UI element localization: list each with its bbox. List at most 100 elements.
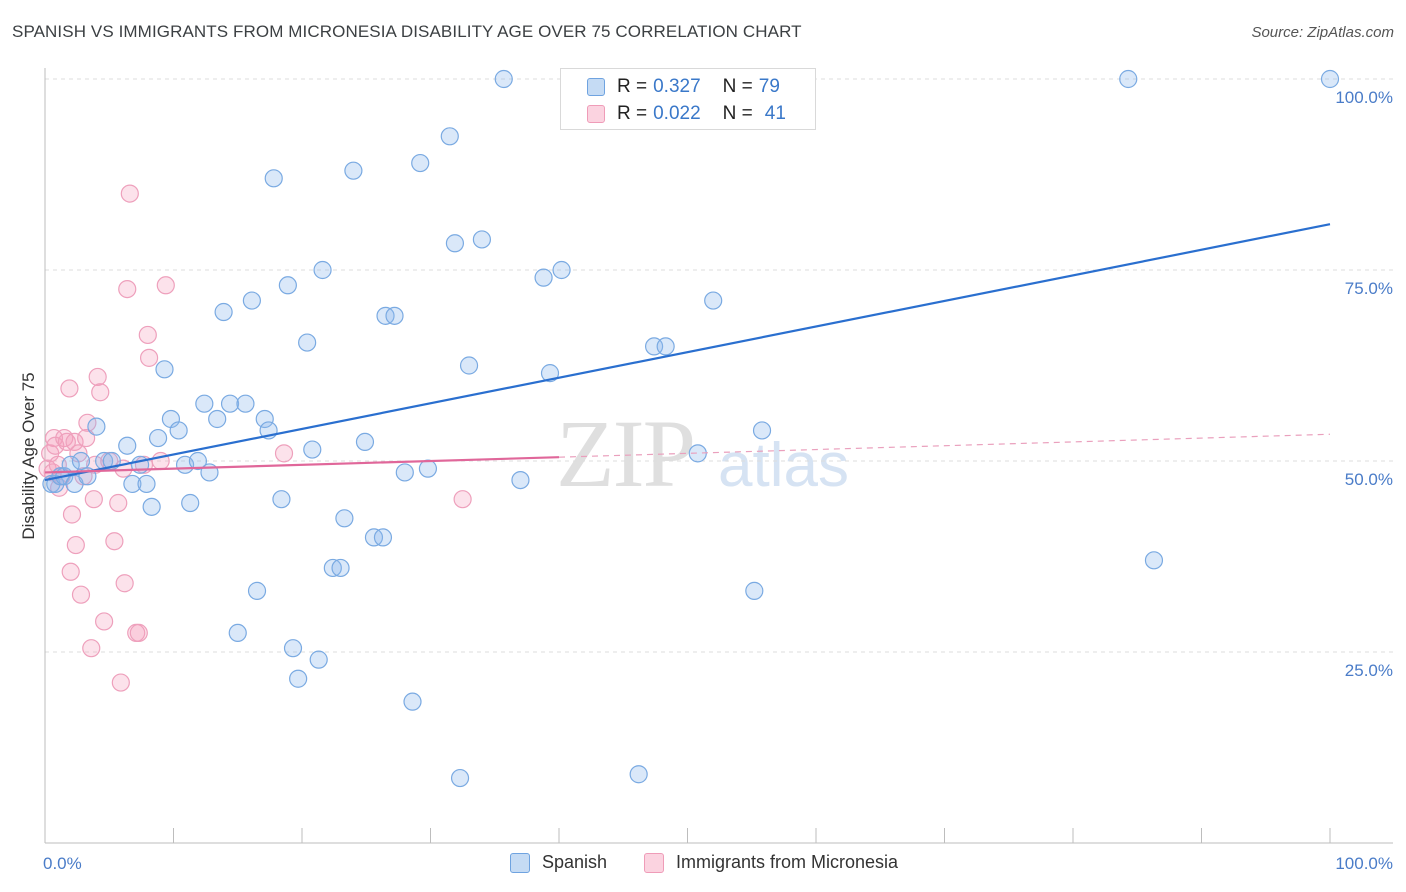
trend-lines <box>44 223 1331 482</box>
micronesia-point <box>120 184 139 203</box>
y-tick-labels: 25.0% 50.0% 75.0% 100.0% <box>1335 88 1393 680</box>
micronesia-point <box>111 673 130 692</box>
spanish-point <box>71 451 91 471</box>
spanish-point <box>208 409 227 429</box>
micronesia-point <box>109 493 128 513</box>
spanish-point <box>540 364 560 383</box>
spanish-point <box>188 451 208 471</box>
spanish-swatch <box>510 852 530 873</box>
spanish-point <box>214 302 233 322</box>
r-value: 0.327 <box>653 76 701 97</box>
spanish-point <box>323 558 342 578</box>
series-legend: Spanish Immigrants from Micronesia <box>0 852 1406 878</box>
legend-item-micronesia[interactable]: Immigrants from Micronesia <box>644 852 898 873</box>
spanish-point <box>403 692 422 711</box>
y-tick-label: 100.0% <box>1335 88 1393 107</box>
y-tick-label: 25.0% <box>1345 661 1393 680</box>
spanish-point <box>552 260 571 280</box>
micronesia-point <box>91 383 110 402</box>
micronesia-swatch <box>587 105 605 123</box>
axes <box>44 68 1393 844</box>
spanish-point <box>181 493 200 513</box>
spanish-point <box>242 291 261 310</box>
spanish-point <box>298 333 317 352</box>
chart-title: SPANISH VS IMMIGRANTS FROM MICRONESIA DI… <box>12 22 802 41</box>
spanish-point <box>511 471 530 490</box>
spanish-points <box>42 69 1340 788</box>
spanish-point <box>255 409 274 429</box>
r-value: 0.022 <box>653 103 701 124</box>
y-axis-title: Disability Age Over 75 <box>19 372 38 539</box>
x-tick-label: 0.0% <box>43 854 82 873</box>
y-tick-label: 75.0% <box>1345 279 1393 298</box>
micronesia-trend-line <box>44 456 560 474</box>
micronesia-point <box>62 505 82 524</box>
spanish-trend-line <box>44 223 1331 482</box>
spanish-point <box>118 436 137 455</box>
spanish-point <box>220 394 240 413</box>
micronesia-point <box>48 455 67 474</box>
legend-label-spanish: Spanish <box>542 852 608 872</box>
spanish-point <box>264 169 283 188</box>
spanish-point <box>331 558 350 578</box>
micronesia-point <box>88 367 107 387</box>
x-tick-label: 100.0% <box>1335 854 1393 873</box>
micronesia-point <box>139 348 159 367</box>
spanish-point <box>450 768 470 788</box>
micronesia-point <box>82 639 101 658</box>
spanish-point <box>123 474 142 494</box>
spanish-point <box>309 650 328 669</box>
spanish-point <box>303 440 322 459</box>
spanish-point <box>61 455 80 474</box>
micronesia-point <box>65 432 84 451</box>
spanish-point <box>344 161 363 180</box>
spanish-point <box>278 276 297 295</box>
legend-row-micronesia: R = 0.022 N = 41 <box>587 101 808 127</box>
spanish-point <box>95 451 114 471</box>
spanish-point <box>459 356 479 375</box>
spanish-point <box>472 230 491 249</box>
spanish-point <box>155 360 174 379</box>
n-label: N = <box>722 103 753 124</box>
spanish-point <box>704 291 723 310</box>
n-value: 79 <box>758 76 780 97</box>
spanish-point <box>148 428 168 448</box>
micronesia-swatch <box>644 852 664 873</box>
micronesia-point <box>274 444 294 463</box>
micronesia-point <box>61 562 80 581</box>
spanish-point <box>395 463 414 482</box>
micronesia-point <box>78 413 97 432</box>
legend-item-spanish[interactable]: Spanish <box>510 852 607 873</box>
spanish-point <box>445 234 465 253</box>
spanish-point <box>373 528 393 547</box>
x-tick-labels: 0.0% 100.0% <box>43 854 1393 873</box>
source-label: Source: ZipAtlas.com <box>1251 24 1394 41</box>
spanish-point <box>629 765 648 784</box>
spanish-swatch <box>587 78 605 96</box>
micronesia-point <box>71 585 91 604</box>
spanish-point <box>283 639 303 658</box>
micronesia-point <box>77 428 96 448</box>
micronesia-point <box>57 432 76 451</box>
spanish-point <box>534 268 553 287</box>
spanish-point <box>418 459 438 478</box>
spanish-point <box>169 421 188 440</box>
r-label: R = <box>617 76 648 97</box>
micronesia-point <box>115 574 134 593</box>
spanish-point <box>1119 69 1138 89</box>
n-value: 41 <box>764 103 786 124</box>
spanish-point <box>355 432 375 451</box>
spanish-point <box>228 623 247 643</box>
spanish-point <box>289 669 308 688</box>
micronesia-point <box>138 325 157 345</box>
spanish-point <box>272 490 291 509</box>
micronesia-point <box>60 379 79 398</box>
spanish-point <box>236 394 255 413</box>
micronesia-trend-extension <box>558 433 1331 458</box>
spanish-point <box>656 337 675 356</box>
spanish-point <box>335 509 354 528</box>
grid-lines <box>45 78 1393 653</box>
micronesia-point <box>129 623 148 643</box>
micronesia-point <box>66 535 85 555</box>
